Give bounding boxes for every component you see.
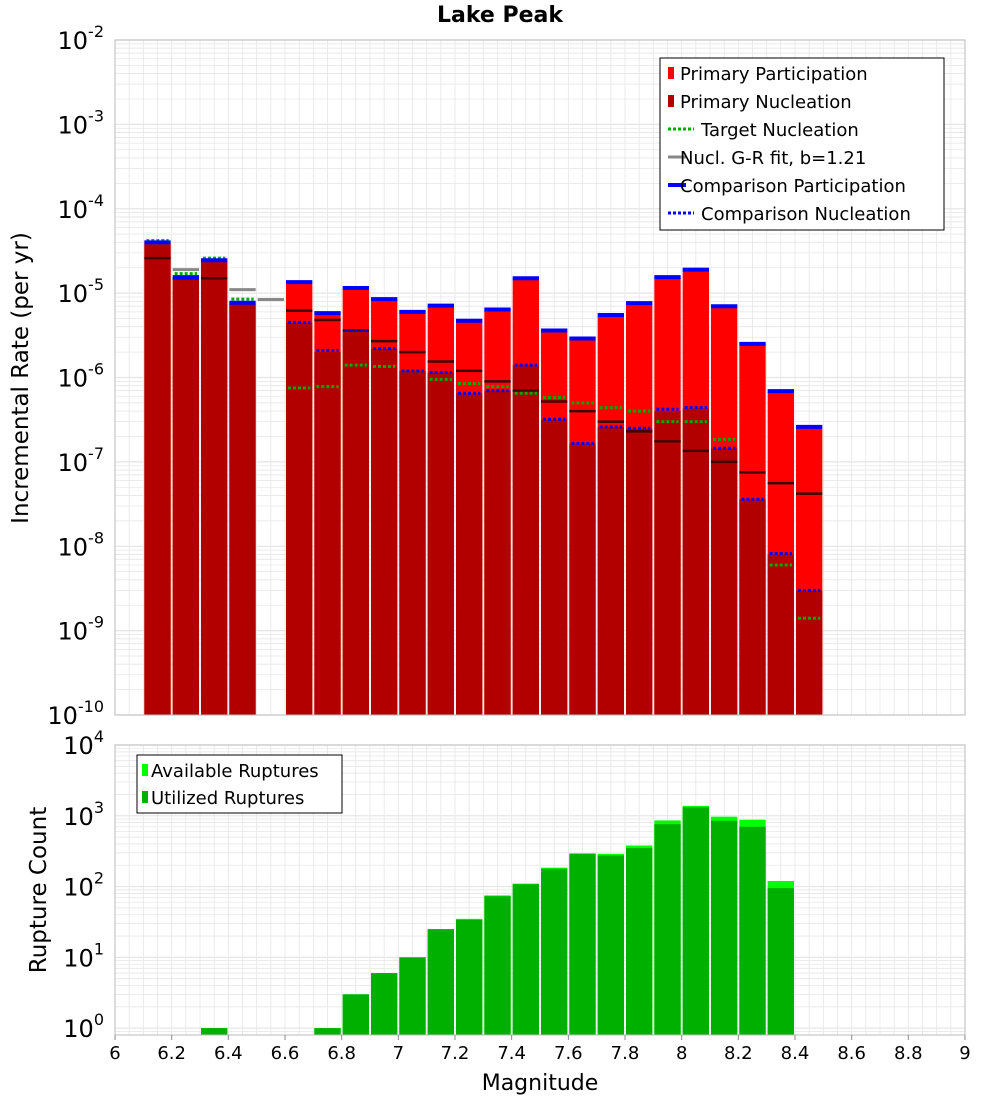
top-y-tick-label: 10-6 — [58, 360, 105, 393]
legend-swatch-primary-participation — [668, 67, 674, 79]
nucleation-bar — [172, 278, 199, 715]
x-tick-label: 7 — [393, 1043, 404, 1064]
nucleation-bar — [796, 590, 823, 715]
top-y-tick-label: 10-7 — [58, 444, 105, 477]
bottom-y-axis-label: Rupture Count — [26, 807, 52, 973]
utilized-ruptures-bar — [767, 888, 794, 1035]
top-y-tick-label: 10-3 — [58, 106, 105, 139]
utilized-ruptures-bar — [456, 919, 483, 1035]
x-tick-label: 7.4 — [497, 1043, 526, 1064]
nucleation-bar — [597, 426, 624, 715]
utilized-ruptures-bar — [342, 994, 369, 1035]
nucleation-bar — [711, 448, 738, 715]
top-legend — [659, 57, 945, 231]
top-y-tick-label: 10-10 — [47, 697, 104, 730]
x-tick-label: 6.4 — [214, 1043, 243, 1064]
plot-frame — [114, 39, 966, 716]
bottom-plot-area: 100 101 102 103 104 Available Ruptures Utilize… — [63, 727, 970, 1064]
utilized-ruptures-bar — [427, 929, 454, 1035]
bottom-y-tick-label: 104 — [63, 727, 104, 760]
nucleation-bar — [541, 419, 568, 715]
utilized-ruptures-bar — [399, 957, 426, 1035]
utilized-ruptures-bar — [512, 884, 539, 1035]
legend-label-pn: Primary Nucleation — [680, 92, 852, 113]
chart-title: Lake Peak — [437, 3, 564, 28]
plot-frame — [114, 744, 966, 1036]
legend-label-pp: Primary Participation — [680, 64, 868, 85]
utilized-ruptures-bar — [484, 896, 511, 1035]
nucleation-bar — [654, 411, 681, 715]
nucleation-bar — [371, 348, 398, 715]
x-tick-label: 8.2 — [724, 1043, 753, 1064]
nucleation-bar — [427, 372, 454, 715]
utilized-ruptures-bar — [597, 855, 624, 1035]
utilized-ruptures-bar — [711, 820, 738, 1035]
nucleation-bar — [342, 331, 369, 715]
nucleation-bar — [682, 408, 709, 715]
utilized-ruptures-bar — [739, 826, 766, 1035]
x-tick-label: 8.6 — [837, 1043, 866, 1064]
x-tick-label: 6.6 — [271, 1043, 300, 1064]
legend-swatch-available — [142, 764, 148, 776]
nucleation-bar — [626, 428, 653, 715]
utilized-ruptures-bar — [626, 848, 653, 1035]
nucleation-bar — [229, 303, 256, 715]
nucleation-bar — [399, 370, 426, 715]
top-y-tick-label: 10-8 — [58, 528, 105, 561]
utilized-ruptures-bar — [569, 854, 596, 1035]
x-tick-label: 8.8 — [894, 1043, 923, 1064]
top-y-tick-label: 10-9 — [58, 613, 105, 646]
legend-swatch-primary-nucleation — [668, 95, 674, 107]
legend-label-cn: Comparison Nucleation — [701, 204, 911, 225]
nucleation-bar — [201, 261, 228, 715]
legend-swatch-utilized — [142, 791, 148, 803]
x-tick-label: 7.6 — [554, 1043, 583, 1064]
utilized-ruptures-bar — [371, 973, 398, 1035]
bottom-y-tick-label: 100 — [63, 1010, 104, 1043]
nucleation-bar — [314, 352, 341, 715]
x-tick-label: 8.4 — [781, 1043, 810, 1064]
legend-label-utilized: Utilized Ruptures — [151, 788, 304, 809]
utilized-ruptures-bar — [682, 807, 709, 1035]
x-tick-label: 9 — [959, 1043, 970, 1064]
nucleation-bar — [144, 244, 171, 716]
nucleation-bar — [286, 322, 313, 715]
bottom-legend — [136, 754, 343, 814]
x-tick-label: 7.2 — [441, 1043, 470, 1064]
x-tick-label: 6.2 — [157, 1043, 186, 1064]
top-y-axis-label: Incremental Rate (per yr) — [8, 232, 34, 524]
nucleation-bar — [739, 499, 766, 715]
top-plot-area: 10-10 10-9 10-8 10-7 10-6 10-5 10-4 10-3 10-2 Pri… — [47, 22, 966, 730]
legend-label-gr: Nucl. G-R fit, b=1.21 — [680, 148, 866, 169]
x-axis-label: Magnitude — [482, 1071, 599, 1096]
top-y-tick-label: 10-2 — [58, 22, 105, 55]
bottom-y-tick-label: 102 — [63, 869, 104, 902]
x-tick-label: 8 — [676, 1043, 687, 1064]
utilized-ruptures-bar — [654, 824, 681, 1035]
nucleation-bar — [512, 365, 539, 715]
x-tick-label: 7.8 — [611, 1043, 640, 1064]
nucleation-bar — [484, 390, 511, 715]
x-tick-label: 6.8 — [327, 1043, 356, 1064]
bottom-y-tick-label: 101 — [63, 939, 104, 972]
utilized-ruptures-bar — [201, 1028, 228, 1035]
nucleation-bar — [767, 554, 794, 715]
top-y-tick-label: 10-4 — [58, 191, 105, 224]
utilized-ruptures-bar — [541, 868, 568, 1035]
legend-label-cp: Comparison Participation — [680, 176, 906, 197]
legend-label-tn: Target Nucleation — [700, 120, 859, 141]
nucleation-bar — [569, 443, 596, 715]
x-tick-label: 6 — [109, 1043, 120, 1064]
bottom-y-tick-label: 103 — [63, 798, 104, 831]
legend-label-available: Available Ruptures — [151, 761, 319, 782]
top-y-tick-label: 10-5 — [58, 275, 105, 308]
utilized-ruptures-bar — [314, 1028, 341, 1035]
nucleation-bar — [456, 393, 483, 715]
